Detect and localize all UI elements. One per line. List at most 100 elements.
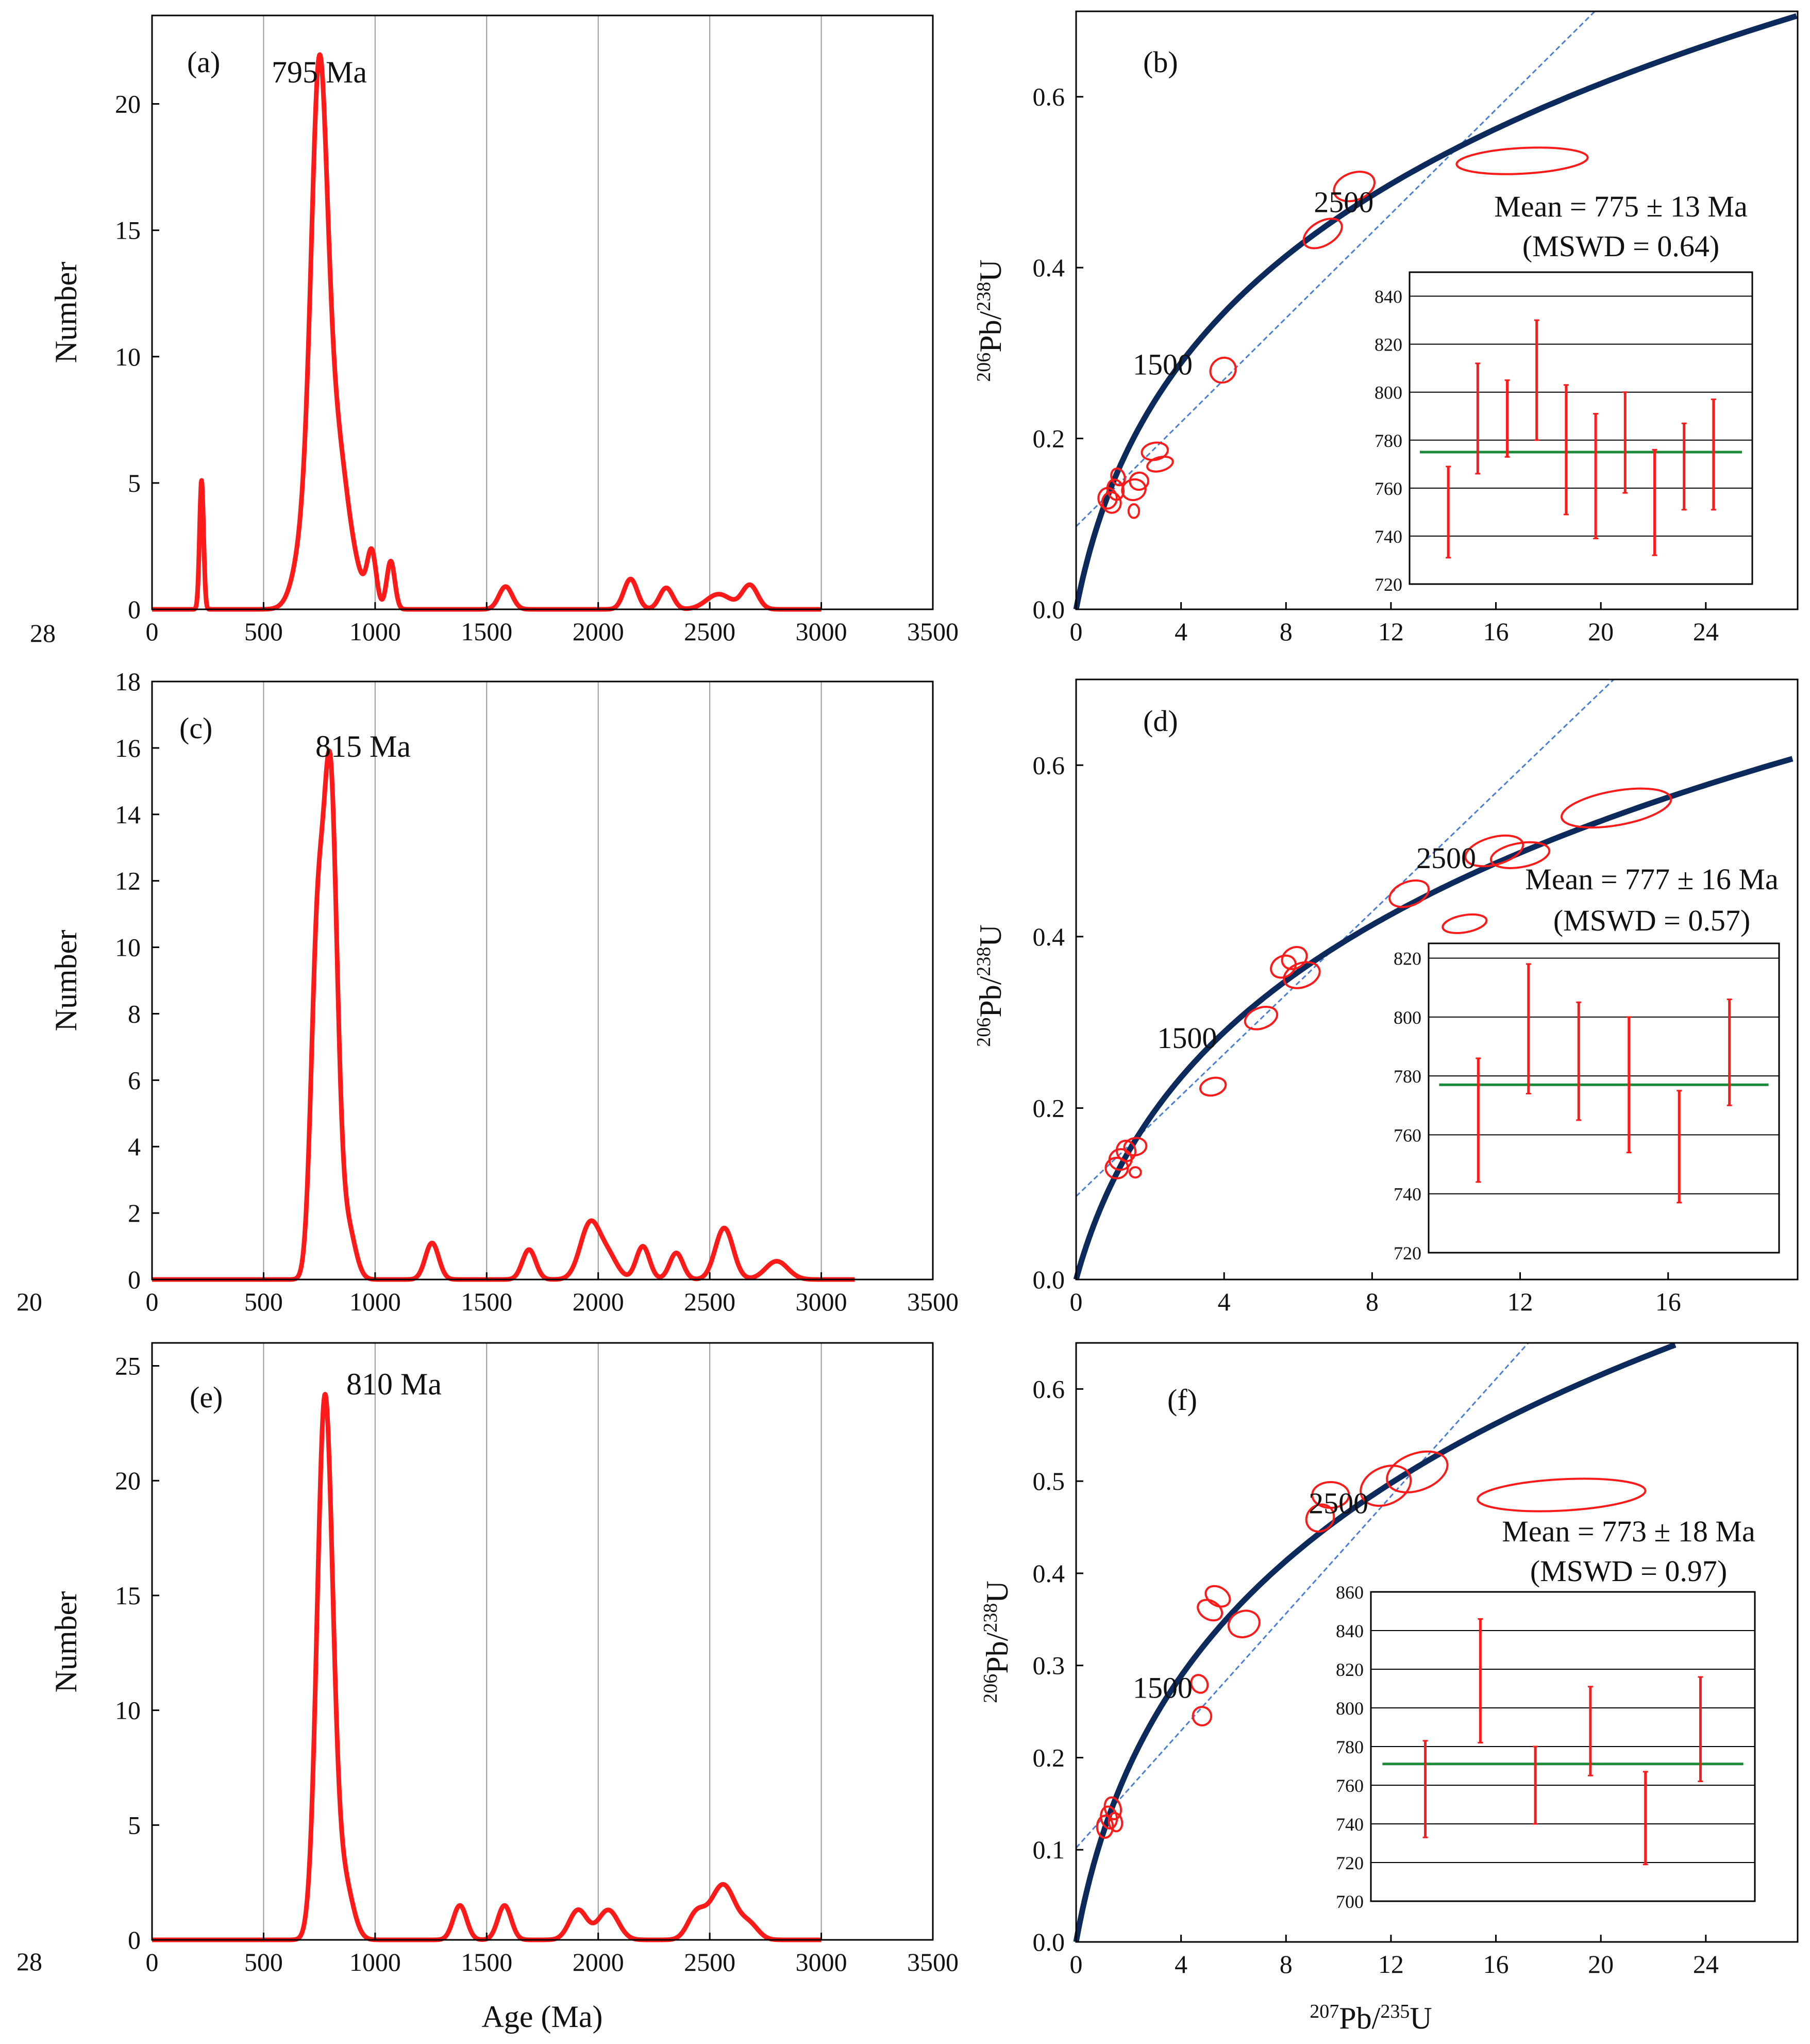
error-ellipse [1199,1076,1227,1097]
concordia-curve-f [1073,1342,1677,1942]
error-ellipse [1108,1812,1124,1833]
error-ellipse [1192,1706,1213,1726]
inset-y-tick-label: 700 [1336,1891,1364,1912]
y-axis-title-d: 206Pb/238U [973,924,1008,1046]
error-ellipse [1455,146,1589,175]
concordia-age-labels-b: 1500 2500 [1133,185,1373,381]
error-ellipse [1281,946,1308,970]
error-ellipse [1190,1674,1209,1694]
error-ellipse [1209,356,1237,384]
error-ellipse [1141,441,1169,461]
concordia-age-label: 2500 [1309,1487,1368,1520]
y-axis-title-a: Number [49,262,83,363]
error-ellipse [1103,1796,1122,1820]
concordia-panel-b: 0 4 8 12 16 20 24 0.0 0.2 0.4 0.6 1500 2500 (b) Mea… [973,10,1799,646]
x-tick-label: 3500 [907,617,959,646]
error-ellipse [1360,1465,1412,1507]
y-axis-title-f: 206Pb/238U [980,1581,1014,1703]
error-ellipse [1204,1585,1231,1608]
mswd-label-d: (MSWD = 0.57) [1553,904,1750,937]
inset-y-tick-label: 780 [1394,1066,1421,1087]
plot-frame-d [1075,678,1799,1281]
x-axis-title-age: Age (Ma) [482,2000,603,2034]
error-ellipse [1127,503,1141,519]
x-tick-label: 3500 [907,1287,959,1316]
x-tick-label: 0 [146,617,159,646]
inset-y-tick-label: 760 [1336,1775,1364,1796]
x-tick-label: 1500 [461,1287,512,1316]
error-ellipse [1270,954,1297,979]
inset-y-tick-label: 800 [1375,383,1402,403]
x-tick-label: 1500 [461,1948,512,1976]
discordia-line-f [1075,1342,1529,1849]
error-ellipse [1386,1450,1449,1493]
x-tick-label: 0 [146,1287,159,1316]
y-tick-label: 4 [128,1132,141,1161]
y-tick-label: 0.4 [1033,253,1065,282]
x-tick-label: 24 [1693,617,1719,646]
panel-label-e: (e) [190,1381,223,1414]
y-tick-label: 0.2 [1033,1743,1065,1772]
y-tick-label: 0.6 [1033,1374,1065,1403]
concordia-age-label: 1500 [1157,1021,1217,1055]
concordia-age-labels-d: 1500 2500 [1157,841,1476,1055]
inset-y-tick-label: 740 [1394,1184,1421,1205]
x-tick-label: 500 [244,617,283,646]
error-ellipse [1101,491,1122,514]
y-axis-title-e: Number [49,1591,83,1693]
error-ellipse [1283,961,1321,989]
concordia-curve-b [1073,13,1798,610]
concordia-age-label: 2500 [1416,841,1476,875]
y-tick-label: 16 [115,734,141,762]
inset-y-tick-label: 840 [1375,287,1402,307]
x-tick-label: 1500 [461,617,512,646]
panel-label-f: (f) [1167,1383,1197,1417]
panel-label-d: (d) [1143,704,1178,738]
y-tick-label: 15 [115,216,141,245]
error-ellipse [1302,218,1343,250]
error-ellipse [1244,1006,1279,1031]
x-tick-label: 4 [1175,1950,1187,1979]
axis-ticks-f: 0 4 8 12 16 20 24 0.0 0.1 0.2 0.3 0.4 0.5 0.6 [1033,1374,1719,1979]
y-tick-label: 0.2 [1033,424,1065,453]
y-tick-label: 0.1 [1033,1835,1065,1864]
x-tick-label: 3000 [796,1948,847,1976]
y-tick-label: 8 [128,999,141,1028]
x-tick-label: 12 [1378,617,1404,646]
error-ellipse [1560,787,1672,829]
x-tick-label: 2000 [573,617,624,646]
axis-ticks-e: 0 500 1000 1500 2000 2500 3000 3500 0 5 10 15 20 25 [115,1352,959,1976]
x-tick-label: 12 [1378,1950,1404,1979]
concordia-panel-d: 0 4 8 12 16 0.0 0.2 0.4 0.6 1500 2500 (d) Mean = … [973,678,1799,1316]
inset-y-tick-label: 860 [1336,1582,1364,1603]
y-tick-label: 0 [128,1925,141,1954]
inset-y-tick-label: 840 [1336,1621,1364,1641]
grid-lines-a [263,15,822,609]
x-tick-label: 12 [1507,1287,1533,1316]
plot-frame-a [151,14,934,610]
sample-count-c: 20 [16,1287,42,1316]
mswd-label-f: (MSWD = 0.97) [1530,1554,1727,1588]
x-tick-label: 500 [244,1287,283,1316]
error-ellipse [1129,1166,1142,1179]
error-ellipse [1146,455,1174,473]
x-tick-label: 2500 [684,1948,735,1976]
inset-y-tick-label: 820 [1394,949,1421,969]
x-tick-label: 0 [1070,617,1083,646]
x-tick-label: 8 [1280,1950,1293,1979]
weighted-mean-inset-d: 720 740 760 780 800 820 [1394,942,1780,1264]
x-tick-label: 24 [1693,1950,1719,1979]
inset-y-tick-label: 800 [1336,1698,1364,1719]
concordia-panel-f: 0 4 8 12 16 20 24 0.0 0.1 0.2 0.3 0.4 0.5 0.6 1500 250… [980,1342,1799,2035]
y-tick-label: 0.0 [1033,595,1065,624]
sample-count-a: 28 [30,619,56,647]
inset-y-tick-label: 820 [1336,1659,1364,1680]
plot-frame-f [1075,1342,1799,1943]
error-ellipse [1108,1148,1133,1171]
x-tick-label: 3500 [907,1948,959,1976]
inset-y-tick-label: 760 [1375,478,1402,499]
sample-count-e: 28 [16,1947,42,1976]
inset-frame [1409,271,1753,585]
error-ellipse [1123,1137,1148,1157]
